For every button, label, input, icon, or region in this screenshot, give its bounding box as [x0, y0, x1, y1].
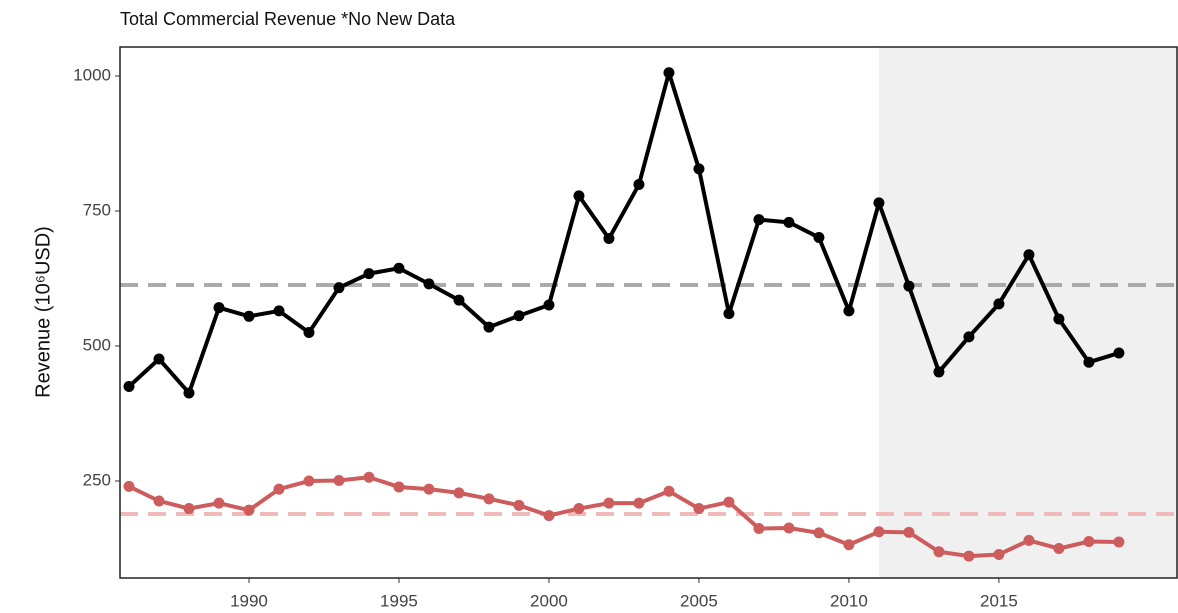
point	[603, 233, 615, 245]
point	[243, 504, 255, 516]
point	[663, 485, 675, 497]
point	[483, 493, 495, 505]
point	[963, 550, 975, 562]
point	[1083, 535, 1095, 547]
point	[963, 331, 975, 343]
point	[483, 321, 495, 333]
series-line	[127, 70, 1120, 395]
point	[1113, 347, 1125, 359]
point	[993, 548, 1005, 560]
point	[783, 216, 795, 228]
point	[333, 282, 345, 294]
point	[543, 510, 555, 522]
point	[723, 496, 735, 508]
y-tick-label: 500	[83, 335, 111, 354]
point	[153, 353, 165, 365]
point	[213, 497, 225, 509]
y-tick-label: 1000	[73, 65, 111, 84]
point	[513, 310, 525, 322]
point	[243, 310, 255, 322]
point	[933, 546, 945, 558]
point	[993, 298, 1005, 310]
x-tick-label: 2015	[980, 591, 1018, 610]
point	[1023, 249, 1035, 261]
x-tick-label: 1990	[230, 591, 268, 610]
point	[723, 308, 735, 320]
point	[633, 179, 645, 191]
point	[393, 481, 405, 493]
x-tick-label: 2000	[530, 591, 568, 610]
point	[513, 499, 525, 511]
point	[363, 471, 375, 483]
point	[633, 497, 645, 509]
point	[1053, 543, 1065, 555]
y-axis-label: Revenue (10⁶USD)	[32, 226, 54, 398]
point	[453, 487, 465, 499]
y-tick-label: 250	[83, 470, 111, 489]
point	[1023, 534, 1035, 546]
point	[813, 527, 825, 539]
point	[693, 503, 705, 515]
point	[1083, 356, 1095, 368]
point	[753, 214, 765, 226]
point	[603, 497, 615, 509]
point	[273, 483, 285, 495]
x-tick-label: 2010	[830, 591, 868, 610]
point	[873, 197, 885, 209]
point	[843, 305, 855, 317]
point	[753, 523, 765, 535]
y-tick-label: 750	[83, 200, 111, 219]
point	[573, 190, 585, 202]
point	[423, 483, 435, 495]
point	[183, 387, 195, 399]
point	[363, 268, 375, 280]
x-tick-label: 2005	[680, 591, 718, 610]
point	[1053, 313, 1065, 325]
point	[273, 305, 285, 317]
plot-frame	[119, 46, 1178, 579]
point	[303, 475, 315, 487]
point	[423, 278, 435, 290]
point	[393, 262, 405, 274]
point	[213, 302, 225, 314]
chart-title: Total Commercial Revenue *No New Data	[120, 9, 456, 29]
point	[903, 526, 915, 538]
point	[933, 366, 945, 378]
x-tick-label: 1995	[380, 591, 418, 610]
point	[123, 381, 135, 393]
point	[1113, 536, 1125, 548]
point	[333, 474, 345, 486]
series-line	[128, 475, 1119, 559]
point	[453, 294, 465, 306]
point	[903, 280, 915, 292]
point	[693, 163, 705, 175]
point	[543, 299, 555, 311]
point	[573, 503, 585, 515]
point	[783, 522, 795, 534]
point	[873, 526, 885, 538]
point	[663, 67, 675, 79]
point	[153, 495, 165, 507]
point	[183, 503, 195, 515]
point	[303, 327, 315, 339]
shaded-region	[878, 47, 1178, 578]
point	[843, 539, 855, 551]
point	[123, 480, 135, 492]
point	[813, 231, 825, 243]
